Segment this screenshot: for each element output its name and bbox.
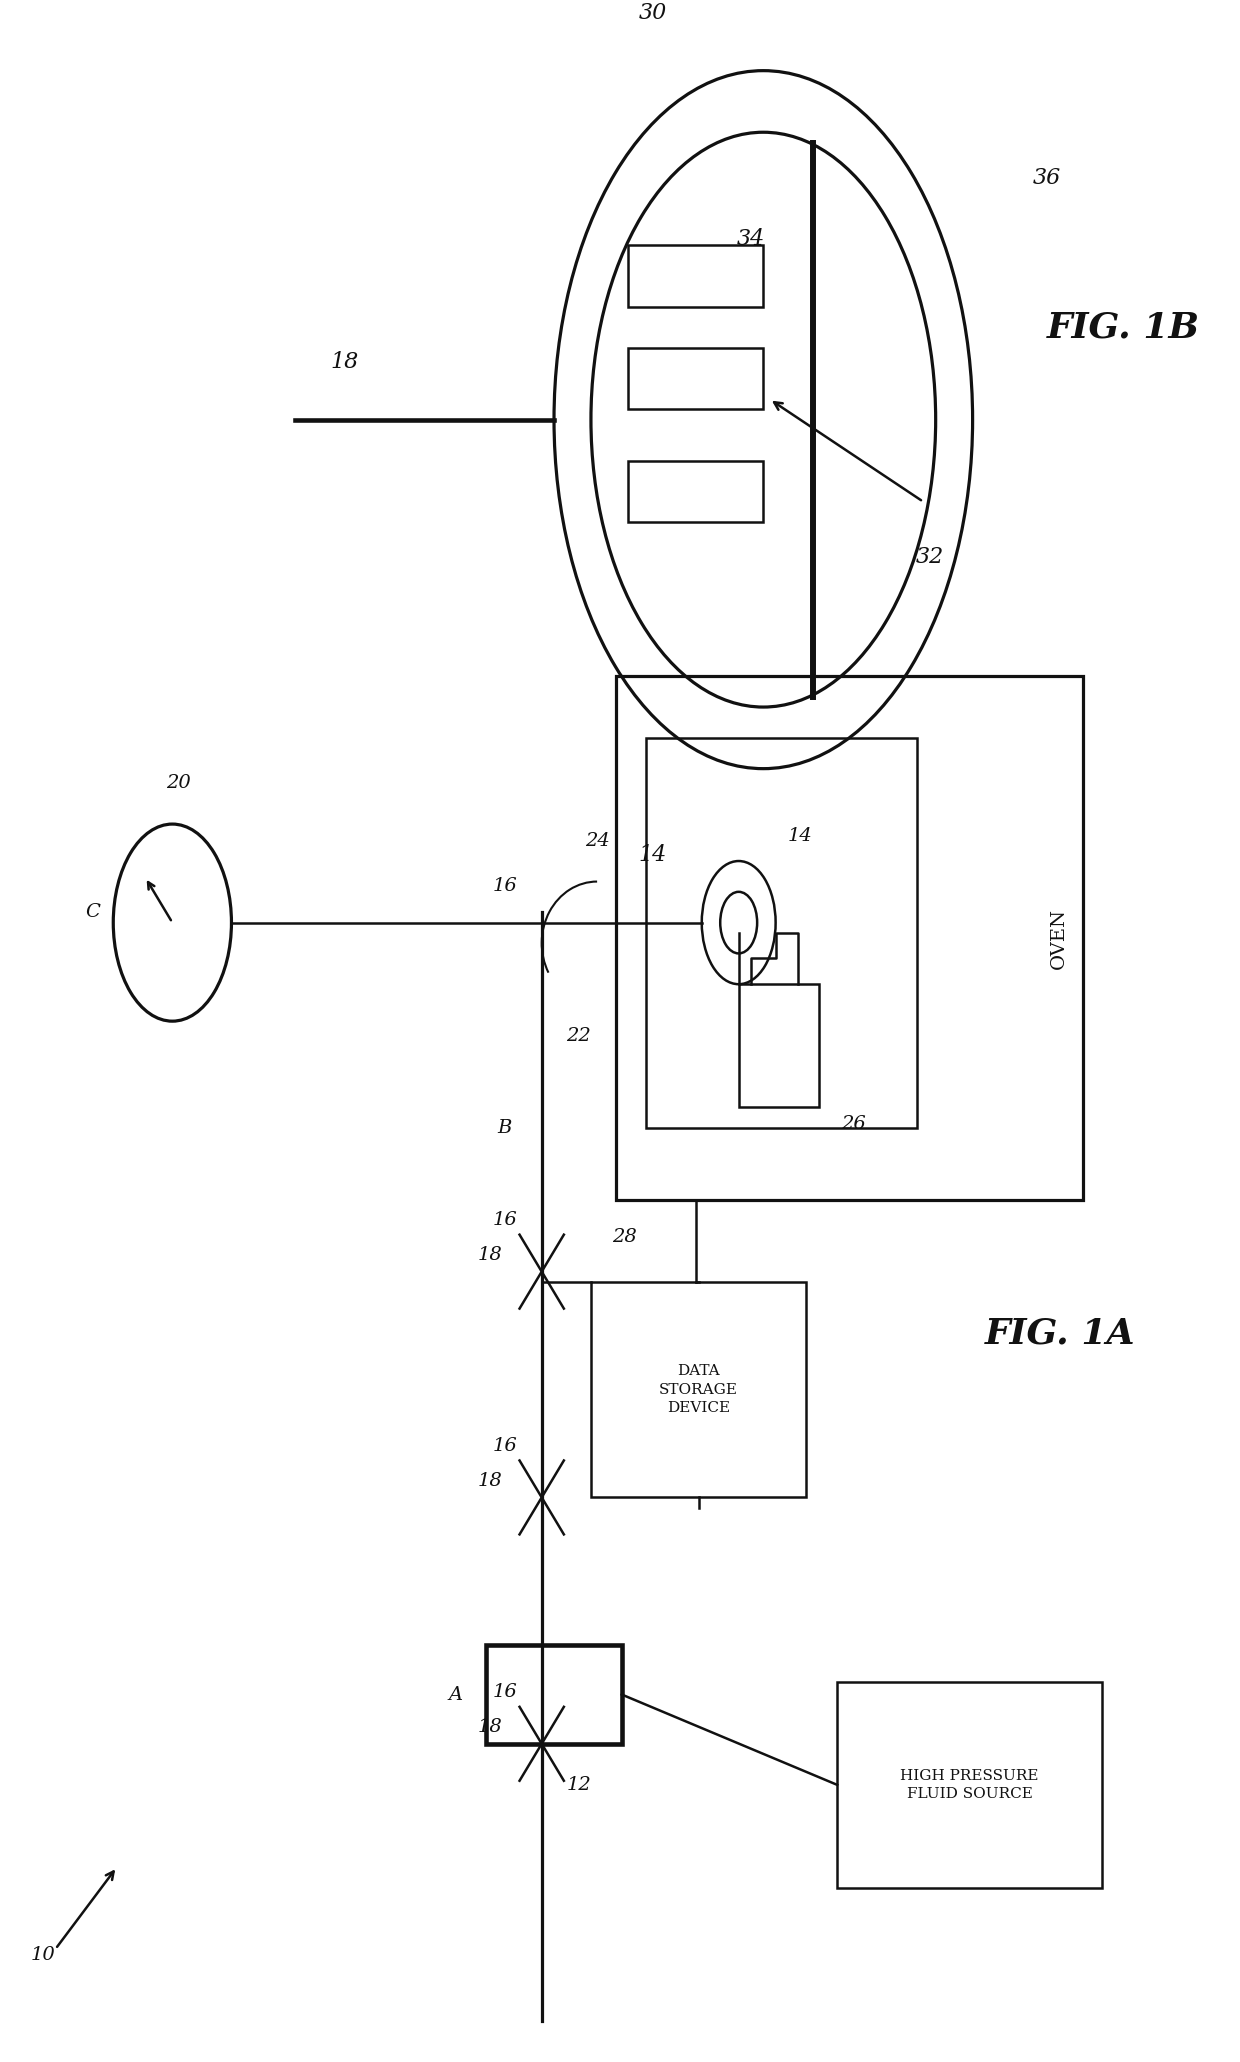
Bar (627, 348, 764, 410)
Text: DATA
STORAGE
DEVICE: DATA STORAGE DEVICE (660, 1365, 738, 1415)
Text: 18: 18 (477, 1245, 502, 1264)
Text: 32: 32 (915, 546, 944, 569)
Text: 18: 18 (477, 1718, 502, 1736)
Text: FIG. 1A: FIG. 1A (985, 1316, 1136, 1351)
Bar (615, 676, 1084, 1200)
Text: 22: 22 (567, 1027, 591, 1045)
Text: OVEN: OVEN (1050, 907, 1068, 969)
Text: 28: 28 (613, 1227, 637, 1245)
Text: 24: 24 (585, 831, 610, 850)
Bar (739, 984, 818, 1107)
Bar (646, 738, 918, 1128)
Bar (486, 1645, 621, 1744)
Text: 18: 18 (477, 1472, 502, 1491)
Text: 16: 16 (492, 876, 517, 895)
Text: 14: 14 (639, 843, 667, 866)
Bar (627, 245, 764, 307)
Text: 26: 26 (841, 1116, 866, 1132)
Text: A: A (449, 1685, 463, 1703)
Text: 36: 36 (1033, 167, 1060, 188)
Text: 30: 30 (639, 2, 667, 25)
Bar (591, 1283, 806, 1497)
Text: 16: 16 (492, 1683, 517, 1701)
Text: HIGH PRESSURE
FLUID SOURCE: HIGH PRESSURE FLUID SOURCE (900, 1769, 1039, 1800)
Text: 12: 12 (567, 1775, 591, 1794)
Bar (837, 1683, 1102, 1887)
Text: 34: 34 (737, 229, 765, 250)
Text: B: B (497, 1120, 512, 1136)
Text: 16: 16 (492, 1437, 517, 1456)
Text: FIG. 1B: FIG. 1B (1047, 311, 1199, 344)
Text: 10: 10 (31, 1947, 56, 1965)
Text: C: C (84, 903, 99, 922)
Bar (627, 460, 764, 522)
Text: 16: 16 (492, 1210, 517, 1229)
Text: 20: 20 (166, 773, 191, 792)
Text: 18: 18 (331, 351, 358, 373)
Text: 14: 14 (787, 827, 812, 845)
